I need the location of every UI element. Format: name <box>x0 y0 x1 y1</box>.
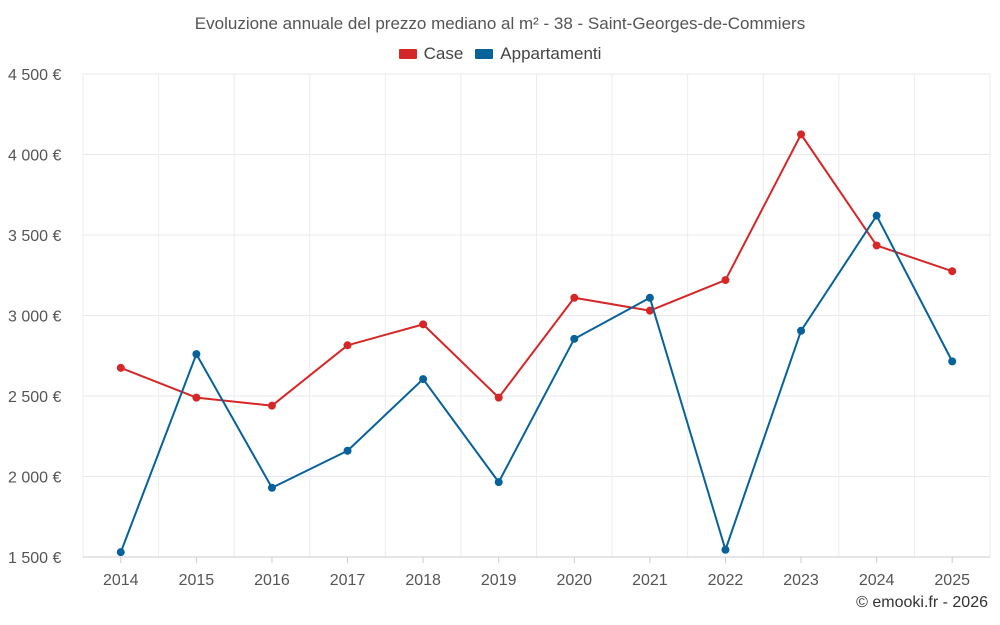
data-point-case-2022[interactable] <box>721 276 730 285</box>
data-point-appartamenti-2019[interactable] <box>494 478 503 487</box>
y-tick-label: 2 500 € <box>8 389 61 406</box>
y-tick-label: 2 000 € <box>8 470 61 487</box>
data-point-appartamenti-2014[interactable] <box>116 548 125 557</box>
y-tick-label: 3 000 € <box>8 309 61 326</box>
data-point-case-2014[interactable] <box>116 363 125 372</box>
legend-label-appartamenti: Appartamenti <box>500 44 602 63</box>
x-tick-label: 2025 <box>934 572 970 589</box>
data-point-case-2020[interactable] <box>570 293 579 302</box>
data-point-case-2023[interactable] <box>797 130 806 139</box>
x-tick-label: 2019 <box>481 572 517 589</box>
data-point-case-2025[interactable] <box>948 267 957 276</box>
x-tick-label: 2014 <box>103 572 139 589</box>
data-point-appartamenti-2023[interactable] <box>797 326 806 335</box>
x-tick-label: 2020 <box>556 572 592 589</box>
y-tick-label: 1 500 € <box>8 550 61 567</box>
data-point-appartamenti-2016[interactable] <box>267 483 276 492</box>
x-tick-label: 2018 <box>405 572 441 589</box>
x-tick-label: 2017 <box>330 572 366 589</box>
chart-title: Evoluzione annuale del prezzo mediano al… <box>194 14 806 33</box>
y-tick-label: 3 500 € <box>8 228 61 245</box>
legend-item-appartamenti[interactable]: Appartamenti <box>475 44 601 64</box>
x-tick-label: 2022 <box>708 572 744 589</box>
data-point-case-2019[interactable] <box>494 393 503 402</box>
data-point-appartamenti-2018[interactable] <box>419 375 428 384</box>
data-point-appartamenti-2025[interactable] <box>948 357 957 366</box>
data-point-appartamenti-2017[interactable] <box>343 446 352 455</box>
data-point-case-2018[interactable] <box>419 320 428 329</box>
legend-swatch-case <box>398 49 417 59</box>
data-point-case-2015[interactable] <box>192 393 201 402</box>
data-point-appartamenti-2022[interactable] <box>721 545 730 554</box>
copyright-credit: © emooki.fr - 2026 <box>856 594 988 611</box>
data-point-case-2016[interactable] <box>267 401 276 410</box>
data-point-case-2021[interactable] <box>645 306 654 315</box>
data-point-appartamenti-2015[interactable] <box>192 350 201 359</box>
legend-item-case[interactable]: Case <box>398 44 464 64</box>
data-point-appartamenti-2024[interactable] <box>872 211 881 220</box>
y-tick-label: 4 500 € <box>8 67 61 84</box>
data-point-appartamenti-2021[interactable] <box>645 293 654 302</box>
data-point-case-2024[interactable] <box>872 241 881 250</box>
series-line-appartamenti <box>119 214 954 554</box>
x-tick-label: 2015 <box>179 572 215 589</box>
y-tick-label: 4 000 € <box>8 148 61 165</box>
x-tick-label: 2024 <box>859 572 895 589</box>
legend-swatch-appartamenti <box>475 49 494 59</box>
legend-label-case: Case <box>423 44 464 63</box>
x-tick-label: 2021 <box>632 572 668 589</box>
data-point-case-2017[interactable] <box>343 341 352 350</box>
chart-legend: Case Appartamenti <box>0 44 1000 64</box>
data-point-appartamenti-2020[interactable] <box>570 334 579 343</box>
x-tick-label: 2016 <box>254 572 290 589</box>
x-tick-label: 2023 <box>783 572 819 589</box>
series-line-case <box>119 133 954 407</box>
